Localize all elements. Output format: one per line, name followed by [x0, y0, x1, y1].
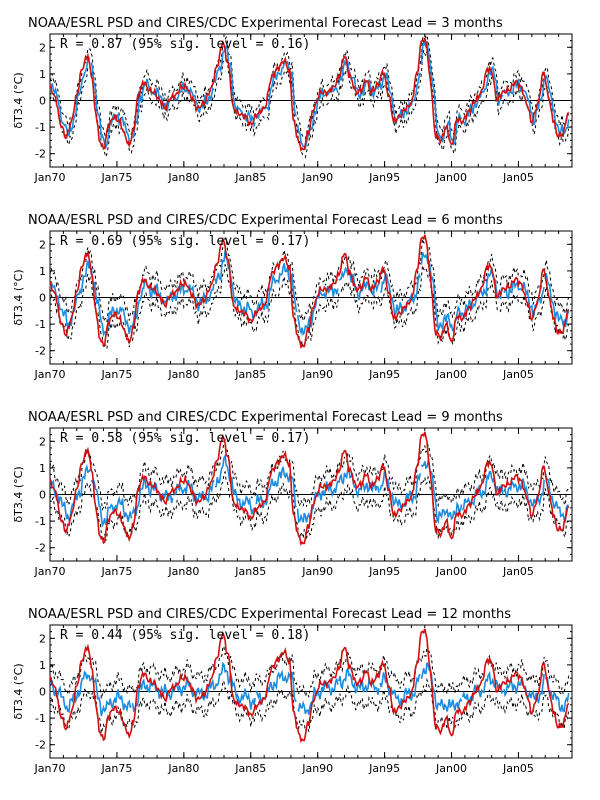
forecast-line	[49, 453, 569, 528]
y-tick-label: 1	[39, 659, 46, 672]
forecast-panel-lead-3: NOAA/ESRL PSD and CIRES/CDC Experimental…	[12, 16, 573, 184]
x-tick-label: Jan90	[301, 762, 333, 775]
x-tick-label: Jan75	[100, 565, 132, 578]
x-tick-label: Jan05	[502, 368, 534, 381]
forecast-line	[49, 661, 570, 717]
uncertainty-upper-line	[49, 237, 570, 323]
uncertainty-lower-line	[49, 263, 570, 350]
observed-line	[49, 37, 570, 153]
x-tick-label: Jan05	[502, 762, 534, 775]
x-tick-label: Jan00	[435, 565, 467, 578]
y-tick-label: 1	[39, 68, 46, 81]
uncertainty-upper-line	[49, 438, 569, 511]
x-tick-label: Jan95	[368, 368, 400, 381]
panel-title: NOAA/ESRL PSD and CIRES/CDC Experimental…	[28, 410, 503, 425]
x-tick-label: Jan80	[167, 565, 199, 578]
correlation-annotation: R = 0.69 (95% sig. level = 0.17)	[60, 234, 310, 249]
y-axis-label: δT3.4 (°C)	[12, 466, 25, 522]
x-tick-label: Jan90	[301, 171, 333, 184]
y-tick-label: 0	[39, 489, 46, 502]
plot-area: -2 -1 0 1 2 Jan70 Jan75 Jan80 Jan85 Jan90 Jan95 Jan…	[12, 624, 573, 775]
x-tick-label: Jan70	[34, 565, 66, 578]
x-tick-label: Jan90	[301, 368, 333, 381]
y-tick-label: -2	[35, 148, 46, 161]
panel-title: NOAA/ESRL PSD and CIRES/CDC Experimental…	[28, 213, 503, 228]
observed-line	[49, 628, 570, 744]
y-tick-label: 1	[39, 265, 46, 278]
y-axis-label: δT3.4 (°C)	[12, 269, 25, 325]
y-tick-label: 2	[39, 435, 46, 448]
x-tick-label: Jan95	[368, 565, 400, 578]
x-tick-label: Jan05	[502, 171, 534, 184]
plot-area: -2 -1 0 1 2 Jan70 Jan75 Jan80 Jan85 Jan90 Jan95 Jan…	[12, 230, 573, 381]
plot-area: -2 -1 0 1 2 Jan70 Jan75 Jan80 Jan85 Jan90 Jan95 Jan…	[12, 33, 573, 184]
x-tick-label: Jan75	[100, 368, 132, 381]
y-tick-label: -1	[35, 121, 46, 134]
forecast-line	[49, 250, 570, 338]
x-tick-label: Jan70	[34, 368, 66, 381]
x-tick-label: Jan80	[167, 171, 199, 184]
y-tick-label: -1	[35, 318, 46, 331]
y-tick-label: -1	[35, 515, 46, 528]
panel-title: NOAA/ESRL PSD and CIRES/CDC Experimental…	[28, 16, 503, 31]
y-tick-label: 2	[39, 238, 46, 251]
y-tick-label: -1	[35, 712, 46, 725]
x-tick-label: Jan70	[34, 171, 66, 184]
x-tick-label: Jan75	[100, 762, 132, 775]
uncertainty-lower-line	[49, 470, 569, 543]
uncertainty-upper-line	[49, 645, 570, 699]
x-tick-label: Jan00	[435, 368, 467, 381]
uncertainty-lower-line	[49, 677, 570, 734]
x-tick-label: Jan70	[34, 762, 66, 775]
y-tick-label: 0	[39, 95, 46, 108]
x-tick-label: Jan85	[234, 171, 266, 184]
uncertainty-upper-line	[49, 33, 570, 140]
plot-area: -2 -1 0 1 2 Jan70 Jan75 Jan80 Jan85 Jan90 Jan95 Jan…	[12, 427, 573, 578]
correlation-annotation: R = 0.87 (95% sig. level = 0.16)	[60, 37, 310, 52]
x-tick-label: Jan05	[502, 565, 534, 578]
x-tick-label: Jan85	[234, 762, 266, 775]
y-axis-label: δT3.4 (°C)	[12, 72, 25, 128]
y-tick-label: 2	[39, 41, 46, 54]
x-tick-label: Jan80	[167, 368, 199, 381]
forecast-panel-lead-9: NOAA/ESRL PSD and CIRES/CDC Experimental…	[12, 410, 573, 578]
y-tick-label: 0	[39, 292, 46, 305]
y-axis-label: δT3.4 (°C)	[12, 663, 25, 719]
uncertainty-lower-line	[49, 49, 570, 159]
x-tick-label: Jan80	[167, 762, 199, 775]
panel-title: NOAA/ESRL PSD and CIRES/CDC Experimental…	[28, 607, 511, 622]
x-tick-label: Jan85	[234, 368, 266, 381]
y-tick-label: 2	[39, 632, 46, 645]
y-tick-label: -2	[35, 542, 46, 555]
observed-line	[49, 431, 570, 547]
correlation-annotation: R = 0.58 (95% sig. level = 0.17)	[60, 431, 310, 446]
observed-line	[49, 234, 570, 350]
x-tick-label: Jan75	[100, 171, 132, 184]
correlation-annotation: R = 0.44 (95% sig. level = 0.18)	[60, 628, 310, 643]
y-tick-label: -2	[35, 739, 46, 752]
x-tick-label: Jan95	[368, 762, 400, 775]
x-tick-label: Jan90	[301, 565, 333, 578]
forecast-panel-lead-6: NOAA/ESRL PSD and CIRES/CDC Experimental…	[12, 213, 573, 381]
y-tick-label: -2	[35, 345, 46, 358]
x-tick-label: Jan85	[234, 565, 266, 578]
forecast-panel-lead-12: NOAA/ESRL PSD and CIRES/CDC Experimental…	[12, 607, 573, 775]
x-tick-label: Jan00	[435, 171, 467, 184]
y-tick-label: 1	[39, 462, 46, 475]
x-tick-label: Jan00	[435, 762, 467, 775]
y-tick-label: 0	[39, 686, 46, 699]
x-tick-label: Jan95	[368, 171, 400, 184]
